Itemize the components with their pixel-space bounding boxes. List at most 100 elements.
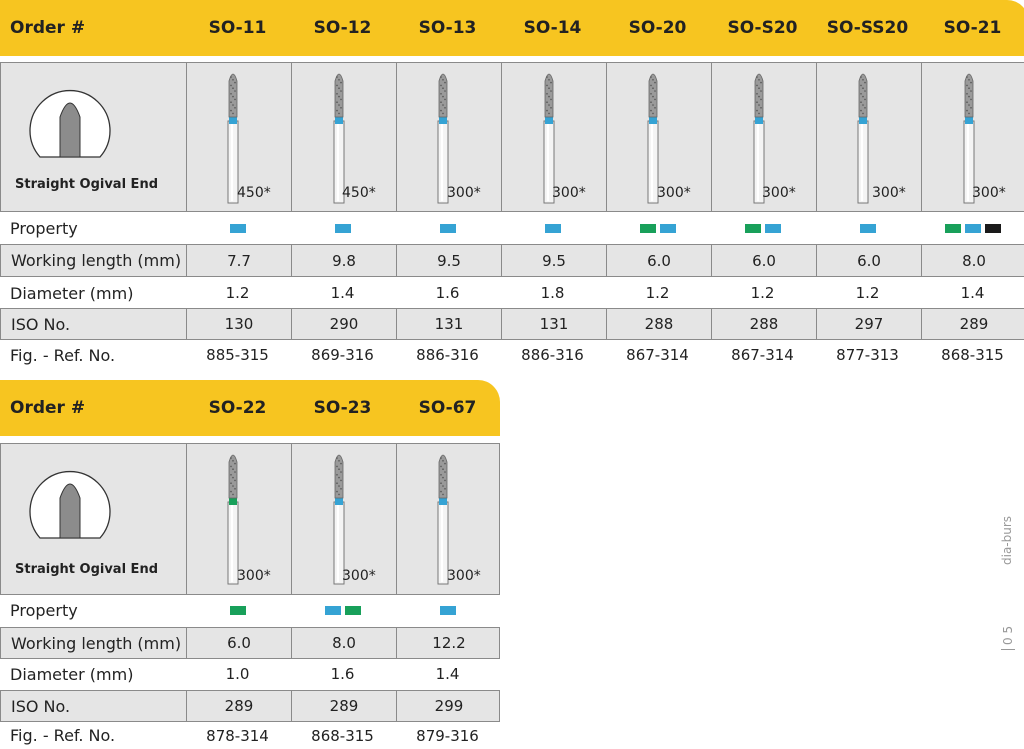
speed-label: 300* (552, 185, 586, 201)
order-number: SO-SS20 (826, 18, 909, 38)
bur-image-cell: 450* (186, 63, 291, 211)
order-number: SO-12 (313, 18, 372, 38)
speed-label: 300* (342, 568, 376, 584)
diameter-value: 1.6 (330, 665, 355, 683)
working-length-value: 8.0 (291, 628, 396, 658)
diameter-label: Diameter (mm) (10, 283, 134, 303)
bur-drawing (437, 73, 449, 204)
working-length-value: 7.7 (186, 245, 291, 276)
working-length-label: Working length (mm) (11, 633, 182, 653)
property-value (395, 595, 500, 625)
property-label: Property (10, 218, 78, 238)
ref-value: 878-314 (206, 726, 269, 745)
working-length-value: 6.0 (711, 245, 816, 276)
property-swatch-blue (439, 223, 456, 233)
ref-value: 879-316 (416, 726, 479, 745)
ref-label: Fig. - Ref. No. (10, 345, 116, 365)
side-label: dia-burs (1000, 515, 1014, 565)
speed-label: 300* (972, 185, 1006, 201)
property-swatch-green (229, 605, 246, 615)
ref-value: 868-315 (941, 346, 1004, 364)
ogival-profile-icon (29, 470, 111, 539)
property-swatch-blue (334, 223, 351, 233)
property-swatch-blue (859, 223, 876, 233)
ref-value: 867-314 (626, 346, 689, 364)
profile-label: Straight Ogival End (15, 562, 158, 577)
ref-value: 886-316 (521, 346, 584, 364)
table-header: Order # SO-22 SO-23 SO-67 (0, 380, 500, 436)
speed-label: 450* (342, 185, 376, 201)
property-value (395, 213, 500, 243)
bur-drawing (333, 454, 345, 585)
order-header-label: Order # (10, 398, 86, 418)
order-number: SO-23 (313, 398, 372, 418)
iso-value: 131 (501, 309, 606, 339)
iso-value: 289 (291, 691, 396, 721)
diameter-value: 1.2 (645, 284, 670, 302)
bur-image-cell: 300* (291, 444, 396, 594)
working-length-value: 12.2 (396, 628, 501, 658)
diameter-row: Diameter (mm) 1.0 1.6 1.4 (0, 659, 500, 689)
property-value (500, 213, 605, 243)
diameter-value: 1.6 (435, 284, 460, 302)
ref-value: 877-313 (836, 346, 899, 364)
property-swatch-green (639, 223, 656, 233)
ref-row: Fig. - Ref. No. 885-315 869-316 886-316 886-… (0, 340, 1024, 370)
working-length-value: 9.5 (396, 245, 501, 276)
order-number: SO-11 (208, 18, 267, 38)
bur-drawing (333, 73, 345, 204)
bur-drawing (963, 73, 975, 204)
speed-label: 300* (237, 568, 271, 584)
property-swatch-blue (324, 605, 341, 615)
diameter-value: 1.4 (330, 284, 355, 302)
bur-image-row: Straight Ogival End 450* 450* 300* 300* 300* 3… (0, 62, 1024, 212)
working-length-row: Working length (mm) 6.0 8.0 12.2 (0, 627, 500, 659)
iso-value: 289 (186, 691, 291, 721)
working-length-value: 9.5 (501, 245, 606, 276)
property-swatch-blue (764, 223, 781, 233)
property-value (920, 213, 1024, 243)
property-swatch-blue (439, 605, 456, 615)
iso-value: 130 (186, 309, 291, 339)
ref-value: 886-316 (416, 346, 479, 364)
order-number: SO-67 (418, 398, 477, 418)
order-header-label: Order # (10, 18, 86, 38)
property-swatch-blue (544, 223, 561, 233)
property-swatch-green (944, 223, 961, 233)
bur-image-cell: 300* (501, 63, 606, 211)
diameter-value: 1.2 (750, 284, 775, 302)
ref-value: 885-315 (206, 346, 269, 364)
property-row: Property (0, 213, 1024, 243)
table-header: Order # SO-11 SO-12 SO-13 SO-14 SO-20 SO-S20 SO… (0, 0, 1024, 56)
order-number: SO-22 (208, 398, 267, 418)
property-swatch-green (744, 223, 761, 233)
speed-label: 300* (762, 185, 796, 201)
bur-drawing (227, 454, 239, 585)
iso-value: 289 (921, 309, 1024, 339)
iso-label: ISO No. (11, 696, 71, 716)
property-value (605, 213, 710, 243)
property-swatch-black (984, 223, 1001, 233)
property-value (710, 213, 815, 243)
profile-cell: Straight Ogival End (1, 63, 186, 211)
bur-image-cell: 300* (711, 63, 816, 211)
working-length-value: 9.8 (291, 245, 396, 276)
iso-value: 299 (396, 691, 501, 721)
working-length-label: Working length (mm) (11, 251, 182, 270)
iso-row: ISO No. 130 290 131 131 288 288 297 289 (0, 308, 1024, 340)
property-swatch-blue (964, 223, 981, 233)
bur-drawing (227, 73, 239, 204)
order-number: SO-S20 (727, 18, 798, 38)
iso-value: 131 (396, 309, 501, 339)
order-number: SO-21 (943, 18, 1002, 38)
bur-image-row: Straight Ogival End 300* 300* 300* (0, 443, 500, 595)
working-length-value: 6.0 (606, 245, 711, 276)
order-number: SO-13 (418, 18, 477, 38)
property-swatch-blue (659, 223, 676, 233)
order-number: SO-14 (523, 18, 582, 38)
iso-value: 290 (291, 309, 396, 339)
diameter-value: 1.2 (855, 284, 880, 302)
diameter-value: 1.0 (225, 665, 250, 683)
property-value (185, 595, 290, 625)
ref-value: 867-314 (731, 346, 794, 364)
